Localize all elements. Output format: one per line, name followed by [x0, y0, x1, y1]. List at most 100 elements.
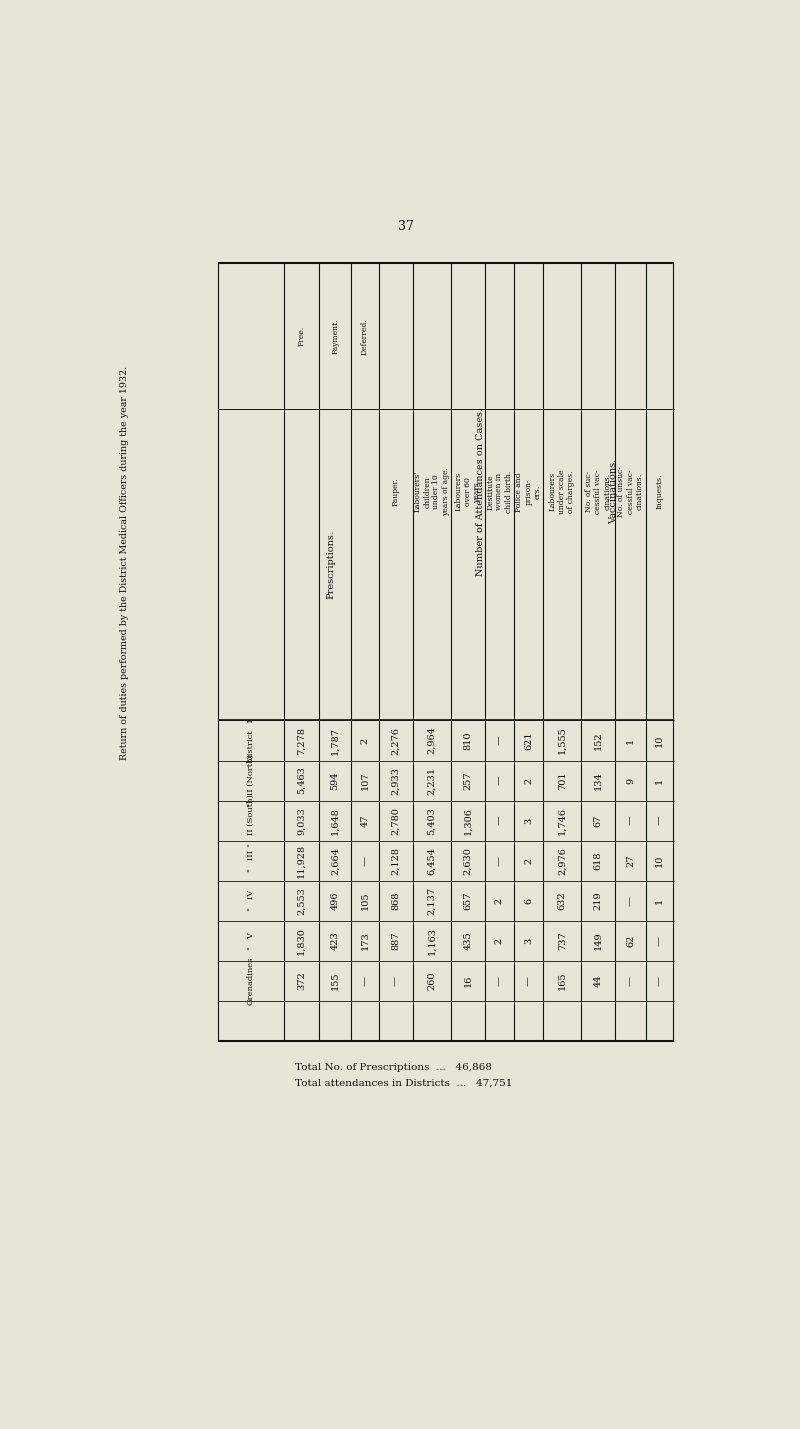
Text: 16: 16	[463, 975, 472, 987]
Text: Deferred.: Deferred.	[361, 319, 369, 354]
Text: —: —	[495, 816, 504, 826]
Text: 1,306: 1,306	[463, 806, 472, 835]
Text: 701: 701	[558, 772, 566, 790]
Text: 47: 47	[361, 815, 370, 827]
Text: 2,664: 2,664	[330, 847, 339, 875]
Text: 5,403: 5,403	[427, 806, 436, 835]
Text: 107: 107	[361, 772, 370, 790]
Text: Labourers
over 60
years.: Labourers over 60 years.	[454, 472, 481, 512]
Text: 149: 149	[594, 932, 602, 950]
Text: 1: 1	[626, 737, 635, 743]
Text: 496: 496	[330, 892, 339, 910]
Text: Labourers'
children
under 10
years of age.: Labourers' children under 10 years of ag…	[414, 467, 450, 516]
Text: 2,128: 2,128	[391, 846, 400, 875]
Text: 2,933: 2,933	[391, 766, 400, 795]
Text: 219: 219	[594, 892, 602, 910]
Text: 868: 868	[391, 892, 400, 910]
Text: 37: 37	[398, 220, 414, 233]
Text: 1,746: 1,746	[558, 806, 566, 835]
Text: 3: 3	[524, 817, 533, 823]
Text: 9,033: 9,033	[297, 806, 306, 835]
Text: 2,976: 2,976	[558, 847, 566, 875]
Text: Police and
prison-
ers.: Police and prison- ers.	[515, 472, 542, 512]
Text: Return of duties performed by the District Medical Officers during the year 1932: Return of duties performed by the Distri…	[120, 366, 130, 760]
Text: 7,278: 7,278	[297, 726, 306, 755]
Text: 594: 594	[330, 772, 339, 790]
Text: "   V: " V	[246, 932, 254, 950]
Text: 5,463: 5,463	[297, 766, 306, 795]
Text: 2: 2	[495, 897, 504, 903]
Text: —: —	[495, 736, 504, 746]
Text: —: —	[524, 976, 533, 986]
Text: 3: 3	[524, 937, 533, 943]
Text: 10: 10	[655, 735, 664, 747]
Text: 155: 155	[330, 972, 339, 990]
Text: 618: 618	[594, 852, 602, 870]
Text: No. of unsuc-
cessful vac-
cinations.: No. of unsuc- cessful vac- cinations.	[618, 466, 644, 517]
Text: Total attendances in Districts  ...   47,751: Total attendances in Districts ... 47,75…	[295, 1079, 513, 1087]
Text: 260: 260	[427, 972, 436, 990]
Text: Total No. of Prescriptions  ...   46,868: Total No. of Prescriptions ... 46,868	[295, 1063, 492, 1072]
Text: 10: 10	[655, 855, 664, 867]
Text: 887: 887	[391, 932, 400, 950]
Text: 1,787: 1,787	[330, 726, 339, 755]
Text: 2,780: 2,780	[391, 806, 400, 835]
Text: Vaccinations.: Vaccinations.	[609, 459, 618, 524]
Text: —: —	[495, 856, 504, 866]
Text: 2,137: 2,137	[427, 886, 436, 915]
Text: 372: 372	[297, 972, 306, 990]
Text: —: —	[361, 856, 370, 866]
Text: Payment.: Payment.	[331, 319, 339, 354]
Text: 1,163: 1,163	[427, 927, 436, 955]
Text: 2,276: 2,276	[391, 726, 400, 755]
Text: Free.: Free.	[298, 326, 306, 346]
Text: 2: 2	[524, 777, 533, 783]
Text: 134: 134	[594, 772, 602, 790]
Text: 44: 44	[594, 975, 602, 987]
Text: Labourers
under scale
of charges.: Labourers under scale of charges.	[549, 470, 575, 514]
Text: —: —	[655, 816, 664, 826]
Text: 1,555: 1,555	[558, 726, 566, 755]
Text: 423: 423	[330, 932, 339, 950]
Text: 2: 2	[524, 857, 533, 863]
Text: Number of Attendances on Cases.: Number of Attendances on Cases.	[476, 407, 485, 576]
Text: 2,630: 2,630	[463, 847, 472, 875]
Text: "   III: " III	[246, 850, 254, 872]
Text: 737: 737	[558, 932, 566, 950]
Text: —: —	[495, 976, 504, 986]
Text: 2,964: 2,964	[427, 726, 436, 755]
Text: 1,648: 1,648	[330, 806, 339, 835]
Text: —: —	[626, 816, 635, 826]
Text: Inquests.: Inquests.	[656, 474, 664, 510]
Text: —: —	[655, 936, 664, 946]
Text: —: —	[626, 896, 635, 906]
Text: —: —	[391, 976, 400, 986]
Text: Destitute
women in
child birth.: Destitute women in child birth.	[486, 470, 513, 513]
Text: District   I: District I	[246, 719, 254, 762]
Text: Pauper.: Pauper.	[392, 477, 400, 506]
Text: 2,231: 2,231	[427, 766, 436, 795]
Text: 6,454: 6,454	[427, 847, 436, 875]
Text: No. of suc-
cessful vac-
cinations.: No. of suc- cessful vac- cinations.	[585, 470, 611, 514]
Text: "   IV: " IV	[246, 890, 254, 912]
Text: 6: 6	[524, 897, 533, 903]
Text: 67: 67	[594, 815, 602, 827]
Text: 810: 810	[463, 732, 472, 750]
Text: 1,830: 1,830	[297, 927, 306, 955]
Text: 11,928: 11,928	[297, 843, 306, 877]
Text: 105: 105	[361, 892, 370, 910]
Text: Prescriptions.: Prescriptions.	[326, 530, 336, 600]
Text: 621: 621	[524, 732, 533, 750]
Text: 2,553: 2,553	[297, 887, 306, 915]
Text: 257: 257	[463, 772, 472, 790]
Text: 632: 632	[558, 892, 566, 910]
Text: 165: 165	[558, 972, 566, 990]
Text: 173: 173	[361, 932, 370, 950]
Text: 657: 657	[463, 892, 472, 910]
Text: "   II (North): " II (North)	[246, 755, 254, 807]
Text: —: —	[361, 976, 370, 986]
Text: 62: 62	[626, 935, 635, 947]
Text: 2: 2	[361, 737, 370, 743]
Text: "   II (South): " II (South)	[246, 795, 254, 847]
Text: —: —	[655, 976, 664, 986]
